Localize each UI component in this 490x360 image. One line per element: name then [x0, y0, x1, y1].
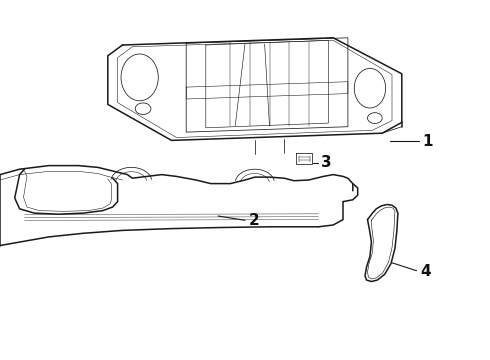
Text: 4: 4 [420, 264, 431, 279]
Text: 1: 1 [422, 134, 433, 149]
Text: 2: 2 [249, 213, 260, 228]
Text: 3: 3 [321, 155, 332, 170]
